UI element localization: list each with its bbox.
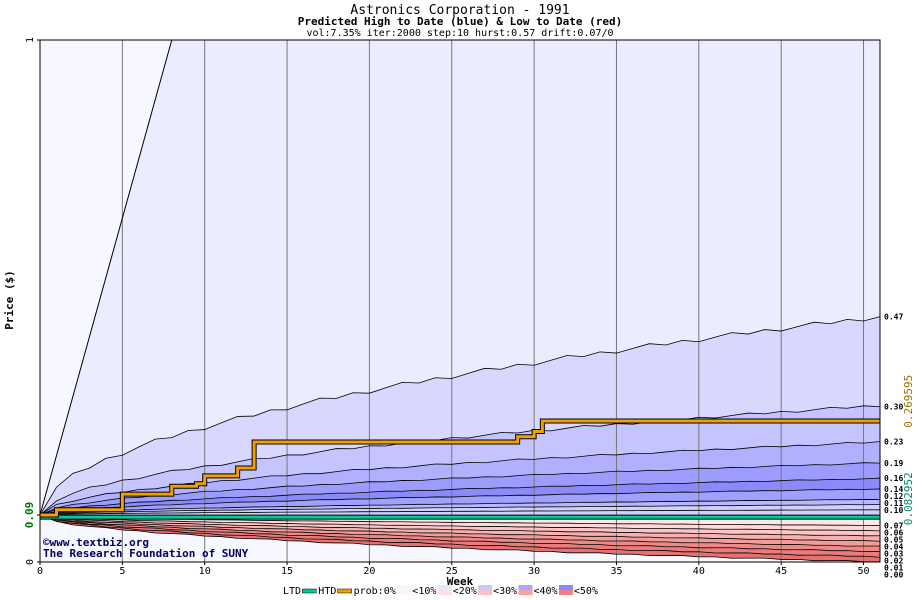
end-label-low-0.04: 0.04: [884, 542, 903, 551]
low-quantile-line-0.06: [39, 514, 881, 532]
x-axis-label: Week: [447, 575, 474, 588]
x-tick-label-10: 50: [858, 566, 870, 577]
y-tick-label-0: 0: [25, 559, 36, 565]
high-quantile-line-0.16: [39, 477, 881, 516]
end-label-high-0.10: 0.10: [884, 506, 903, 515]
band-high-2: [40, 441, 880, 516]
end-label-high-0.16: 0.16: [884, 474, 903, 483]
high-quantile-line-0.10: [39, 509, 881, 516]
low-quantile-line-0.05: [39, 514, 881, 537]
y-axis-label: Price ($): [3, 270, 16, 330]
end-label-low-0.00: 0.00: [884, 570, 903, 579]
band-high-1: [40, 405, 880, 516]
legend-htd-swatch: [337, 588, 352, 594]
end-label-high-0.14: 0.14: [884, 485, 903, 494]
x-tick-label-9: 45: [775, 566, 787, 577]
end-label-low-0.02: 0.02: [884, 556, 903, 565]
band-high-5: [40, 488, 880, 516]
high-quantile-line-0.30: [39, 405, 881, 516]
legend: LTD HTD prob:0% <10% <20% <30% <40% <50%: [283, 585, 598, 597]
band-high-outer: [40, 40, 880, 516]
legend-prob-label: prob:0%: [354, 586, 396, 597]
end-label-high-0.30: 0.30: [884, 403, 903, 412]
band-low-1: [40, 515, 880, 531]
legend-bin-label-2: <30%: [493, 586, 517, 597]
legend-swatch-top-2: [478, 585, 493, 590]
end-label-high-0.47: 0.47: [884, 313, 903, 322]
x-tick-label-3: 15: [281, 566, 293, 577]
y-tick-label-start: 0.09: [23, 502, 36, 529]
end-label-low-0.07: 0.07: [884, 521, 903, 530]
legend-ltd-swatch: [302, 588, 317, 594]
y-tick-label-1: 1: [25, 37, 36, 43]
band-low-2: [40, 515, 880, 536]
legend-swatch-bottom-0: [397, 590, 412, 595]
legend-swatch-top-4: [558, 585, 573, 590]
quantile-end-labels: 0.100.110.120.14 0.16 0.19 0.23 0.30 0.47 0.07…: [884, 313, 915, 580]
chart-title: Astronics Corporation - 1991: [350, 3, 569, 18]
x-tick-label-4: 20: [363, 566, 375, 577]
high-quantile-line-0.11: [39, 504, 881, 516]
x-tick-label-7: 35: [610, 566, 622, 577]
legend-swatch-bottom-2: [478, 590, 493, 595]
end-label-low-0.05: 0.05: [884, 535, 903, 544]
quantile-lines: [39, 316, 881, 563]
x-tick-label-5: 25: [446, 566, 458, 577]
low-quantile-line-0.03: [39, 514, 881, 547]
band-low-7: [40, 515, 880, 562]
legend-swatch-top-1: [437, 585, 452, 590]
low-quantile-line-0.01: [39, 514, 881, 558]
chart-params: vol:7.35% iter:2000 step:10 hurst:0.57 d…: [306, 28, 613, 39]
end-label-high-0.11: 0.11: [884, 499, 903, 508]
high-quantile-line-0.47: [39, 316, 881, 516]
series-lines: [39, 39, 880, 520]
band-low-4: [40, 515, 880, 547]
legend-bin-label-4: <50%: [574, 586, 598, 597]
high-quantile-line-0.14: [39, 488, 881, 516]
legend-ltd-label: LTD: [283, 586, 301, 597]
x-tick-label-2: 10: [199, 566, 211, 577]
axes: 0 5 10 15 20 25 30 35 40 45 50 0 1 0.09: [23, 37, 870, 577]
legend-swatch-bottom-4: [558, 590, 573, 595]
max-high-line: [39, 39, 173, 516]
band-high-0: [40, 316, 880, 516]
credit-line-1: ©www.textbiz.org: [43, 536, 149, 549]
legend-swatch-bottom-1: [437, 590, 452, 595]
legend-swatch-top-0: [397, 585, 412, 590]
credit-line-2: The Research Foundation of SUNY: [43, 547, 249, 560]
low-quantile-line-0.04: [39, 514, 881, 542]
end-label-low-0.06: 0.06: [884, 528, 903, 537]
quantile-bands: [40, 40, 880, 562]
x-tick-label-6: 30: [528, 566, 540, 577]
band-low-3: [40, 515, 880, 542]
legend-bin-label-3: <40%: [534, 586, 558, 597]
low-quantile-line-0.00: [39, 514, 881, 563]
high-quantile-line-0.12: [39, 499, 881, 516]
low-quantile-line-0.02: [39, 514, 881, 553]
legend-bin-label-1: <20%: [453, 586, 477, 597]
x-tick-label-8: 40: [693, 566, 705, 577]
high-quantile-line-0.19: [39, 462, 881, 516]
x-tick-label-0: 0: [37, 566, 43, 577]
end-label-high-0.19: 0.19: [884, 459, 903, 468]
htd-series-line: [40, 419, 880, 517]
grid-lines: [121, 40, 881, 562]
end-label-high-0.12: 0.12: [884, 492, 903, 501]
final-value-label-0: 0.269595: [902, 375, 915, 428]
end-label-low-0.01: 0.01: [884, 563, 903, 572]
legend-swatch-top-3: [518, 585, 533, 590]
plot-frame: [39, 39, 881, 563]
x-tick-label-1: 5: [119, 566, 125, 577]
final-value-label-1: 0.082952: [902, 472, 915, 525]
legend-bin-label-0: <10%: [412, 586, 436, 597]
band-high-6: [40, 499, 880, 516]
end-label-low-0.03: 0.03: [884, 549, 903, 558]
legend-swatch-bottom-3: [518, 590, 533, 595]
band-low-6: [40, 515, 880, 558]
chart-subtitle: Predicted High to Date (blue) & Low to D…: [298, 15, 623, 28]
legend-htd-label: HTD: [318, 586, 336, 597]
band-high-8: [40, 509, 880, 516]
end-label-high-0.23: 0.23: [884, 438, 903, 447]
